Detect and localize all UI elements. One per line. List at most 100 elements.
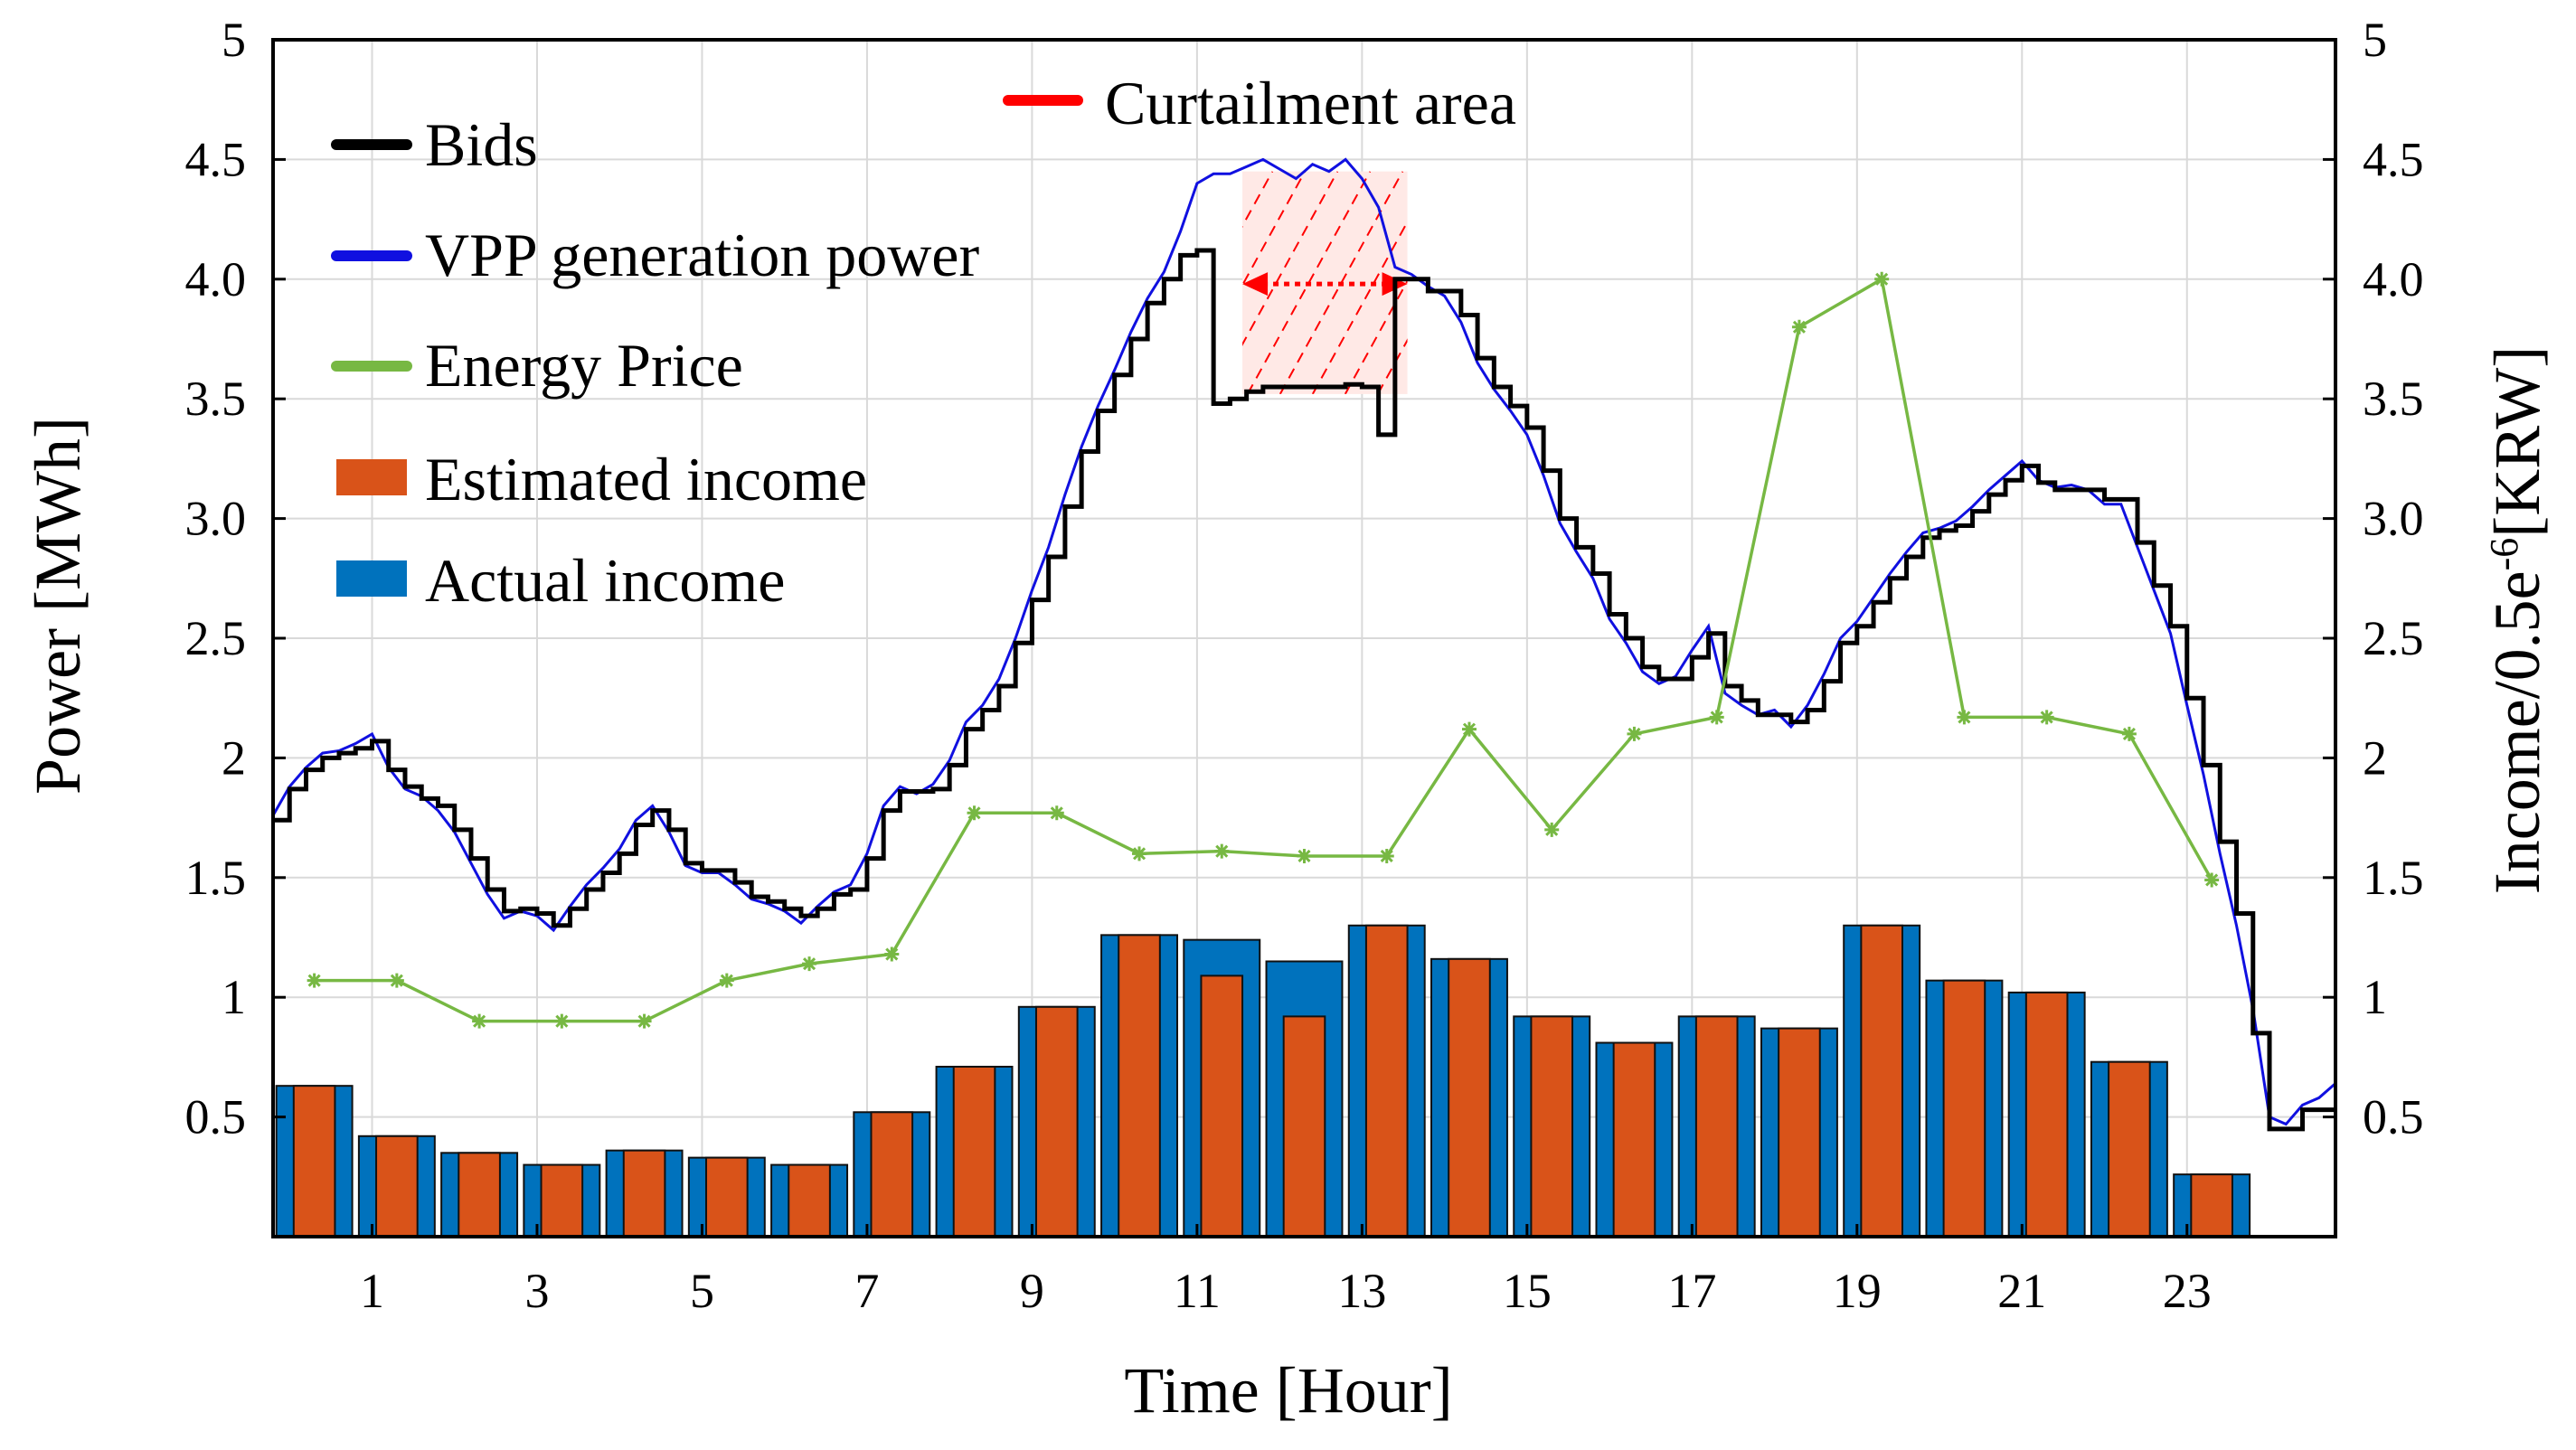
x-axis-title: Time [Hour] — [1124, 1354, 1452, 1426]
estimated-income-bar — [622, 1149, 666, 1238]
estimated-income-bar — [1612, 1041, 1656, 1238]
legend-swatch-estimated — [336, 459, 407, 495]
left-y-tick-label: 2.5 — [185, 611, 247, 665]
x-tick-label: 7 — [854, 1264, 879, 1318]
estimated-income-bar — [1694, 1015, 1739, 1238]
energy-price-marker — [637, 1013, 652, 1029]
x-tick-label: 21 — [1997, 1264, 2046, 1318]
energy-price-marker — [1709, 710, 1724, 725]
x-tick-label: 13 — [1337, 1264, 1386, 1318]
right-y-tick-label: 3.5 — [2363, 372, 2424, 426]
right-y-axis-title-exponent: -6 — [2482, 538, 2526, 571]
energy-price-marker — [307, 973, 322, 988]
estimated-income-bar — [1778, 1027, 1821, 1238]
energy-price-marker — [389, 973, 404, 988]
right-y-tick-label: 5 — [2363, 13, 2387, 67]
legend: Bids VPP generation power Energy Price E… — [331, 69, 1516, 615]
energy-price-marker — [2039, 710, 2054, 725]
right-y-axis-title-unit: [KRW] — [2481, 346, 2553, 538]
x-ticks: 1 3 5 7 9 11 13 15 17 19 21 23 — [360, 1224, 2212, 1318]
estimated-income-bar — [870, 1111, 914, 1238]
curtailment-hatch-line — [1242, 171, 1307, 287]
left-y-tick-label: 2 — [222, 730, 246, 785]
curtailment-hatch-line — [1118, 172, 1240, 394]
right-y-tick-label: 1.5 — [2363, 851, 2424, 905]
estimated-income-bar — [1282, 1015, 1326, 1238]
x-tick-label: 15 — [1503, 1264, 1552, 1318]
left-y-tick-label: 5 — [222, 13, 246, 67]
energy-price-marker — [1049, 805, 1064, 821]
energy-price-marker — [554, 1013, 570, 1029]
estimated-income-bar — [458, 1152, 501, 1238]
estimated-income-bar — [292, 1085, 336, 1238]
x-tick-label: 19 — [1833, 1264, 1882, 1318]
energy-price-marker — [1874, 271, 1890, 287]
estimated-income-bar — [1364, 924, 1409, 1238]
estimated-income-bar — [705, 1156, 749, 1238]
right-y-axis-title-base: Income/0.5e — [2481, 570, 2553, 894]
estimated-income-bar — [2108, 1060, 2151, 1238]
bids-line — [273, 248, 2335, 1132]
left-y-tick-label: 4.5 — [185, 132, 247, 186]
legend-label-vpp: VPP generation power — [425, 221, 979, 289]
estimated-income-bar — [952, 1065, 996, 1238]
energy-price-line — [314, 277, 2213, 1023]
estimated-income-bar — [1034, 1005, 1079, 1238]
legend-label-estimated: Estimated income — [425, 445, 867, 513]
estimated-income-bar — [788, 1163, 831, 1238]
estimated-income-bar — [375, 1135, 419, 1238]
right-y-tick-label: 2 — [2363, 730, 2387, 785]
x-tick-label: 17 — [1667, 1264, 1716, 1318]
estimated-income-bar — [1530, 1015, 1574, 1238]
legend-label-curtailment: Curtailment area — [1105, 69, 1516, 137]
curtailment-hatch-line — [1344, 278, 1408, 394]
left-y-tick-label: 3.5 — [185, 372, 247, 426]
estimated-income-bar — [1942, 979, 1986, 1238]
energy-price-marker — [1379, 848, 1394, 863]
x-tick-label: 11 — [1174, 1264, 1221, 1318]
left-y-ticks: 0.5 1 1.5 2 2.5 3.0 3.5 4.0 4.5 5 — [185, 13, 286, 1144]
right-y-axis-title: Income/0.5e-6[KRW] — [2481, 346, 2553, 894]
right-y-ticks: 0.5 1 1.5 2 2.5 3.0 3.5 4.0 4.5 5 — [2323, 13, 2424, 1144]
left-y-tick-label: 3.0 — [185, 492, 247, 546]
x-tick-label: 1 — [360, 1264, 384, 1318]
grid-lines — [273, 39, 2335, 1237]
right-y-tick-label: 4.5 — [2363, 132, 2424, 186]
energy-price-marker — [1627, 726, 1642, 741]
right-y-tick-label: 4.0 — [2363, 252, 2424, 306]
vpp-generation-line — [271, 157, 2336, 1126]
estimated-income-bar — [1118, 934, 1161, 1238]
x-tick-label: 23 — [2163, 1264, 2212, 1318]
estimated-income-bar — [540, 1163, 584, 1238]
right-y-tick-label: 2.5 — [2363, 611, 2424, 665]
energy-price-marker — [1544, 822, 1560, 837]
curtailment-area — [1020, 171, 1408, 394]
energy-price-marker — [2121, 726, 2137, 741]
series-lines — [271, 157, 2336, 1132]
legend-label-bids: Bids — [425, 110, 538, 179]
energy-price-marker — [1461, 721, 1477, 737]
energy-price-marker — [1297, 848, 1312, 863]
left-y-axis-title: Power [MWh] — [22, 417, 94, 795]
estimated-income-bar — [1860, 924, 1903, 1238]
x-tick-label: 5 — [690, 1264, 714, 1318]
estimated-income-bar — [1200, 975, 1244, 1238]
right-y-tick-label: 1 — [2363, 970, 2387, 1024]
energy-price-marker — [1957, 710, 1972, 725]
energy-price-marker — [1214, 843, 1230, 859]
legend-label-price: Energy Price — [425, 331, 743, 400]
left-y-tick-label: 1.5 — [185, 851, 247, 905]
left-y-tick-label: 0.5 — [185, 1090, 247, 1144]
estimated-income-bar — [2024, 991, 2069, 1238]
right-y-tick-label: 3.0 — [2363, 492, 2424, 546]
estimated-income-bar — [2190, 1173, 2233, 1238]
x-tick-label: 9 — [1020, 1264, 1044, 1318]
right-y-tick-label: 0.5 — [2363, 1090, 2424, 1144]
energy-price-marker — [884, 946, 900, 962]
energy-price-marker — [472, 1013, 487, 1029]
x-tick-label: 3 — [524, 1264, 549, 1318]
energy-price-marker — [2204, 872, 2220, 888]
left-y-tick-label: 1 — [222, 970, 246, 1024]
curtailment-hatch-line — [1020, 172, 1142, 394]
left-y-tick-label: 4.0 — [185, 252, 247, 306]
